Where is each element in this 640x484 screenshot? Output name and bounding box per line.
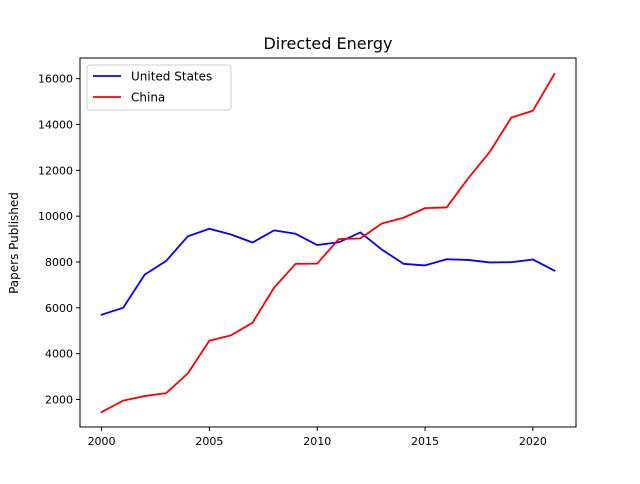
y-tick-label: 14000	[38, 118, 73, 131]
y-tick-label: 6000	[45, 302, 73, 315]
y-tick-label: 4000	[45, 348, 73, 361]
plot-frame	[79, 57, 577, 428]
y-tick-label: 16000	[38, 73, 73, 86]
x-tick-label: 2015	[411, 435, 439, 448]
x-tick-label: 2010	[303, 435, 331, 448]
x-tick-label: 2000	[88, 435, 116, 448]
y-axis: 2000 4000 6000 8000 10000 12000 14000 16000	[38, 73, 80, 406]
y-tick-label: 12000	[38, 164, 73, 177]
y-tick-label: 2000	[45, 393, 73, 406]
x-tick-label: 2005	[195, 435, 223, 448]
x-tick-label: 2020	[519, 435, 547, 448]
y-tick-label: 8000	[45, 256, 73, 269]
series-line-china	[100, 72, 556, 414]
legend-label-united-states: United States	[131, 70, 212, 84]
y-axis-label: Papers Published	[7, 192, 21, 294]
series-line-united-states	[100, 227, 556, 316]
chart-title: Directed Energy	[263, 34, 392, 53]
legend-box	[86, 64, 232, 111]
y-tick-label: 10000	[38, 210, 73, 223]
x-axis: 2000 2005 2010 2015 2020	[88, 427, 547, 448]
series-lines	[100, 72, 556, 414]
legend: United States China	[86, 64, 232, 111]
legend-label-china: China	[131, 91, 165, 105]
